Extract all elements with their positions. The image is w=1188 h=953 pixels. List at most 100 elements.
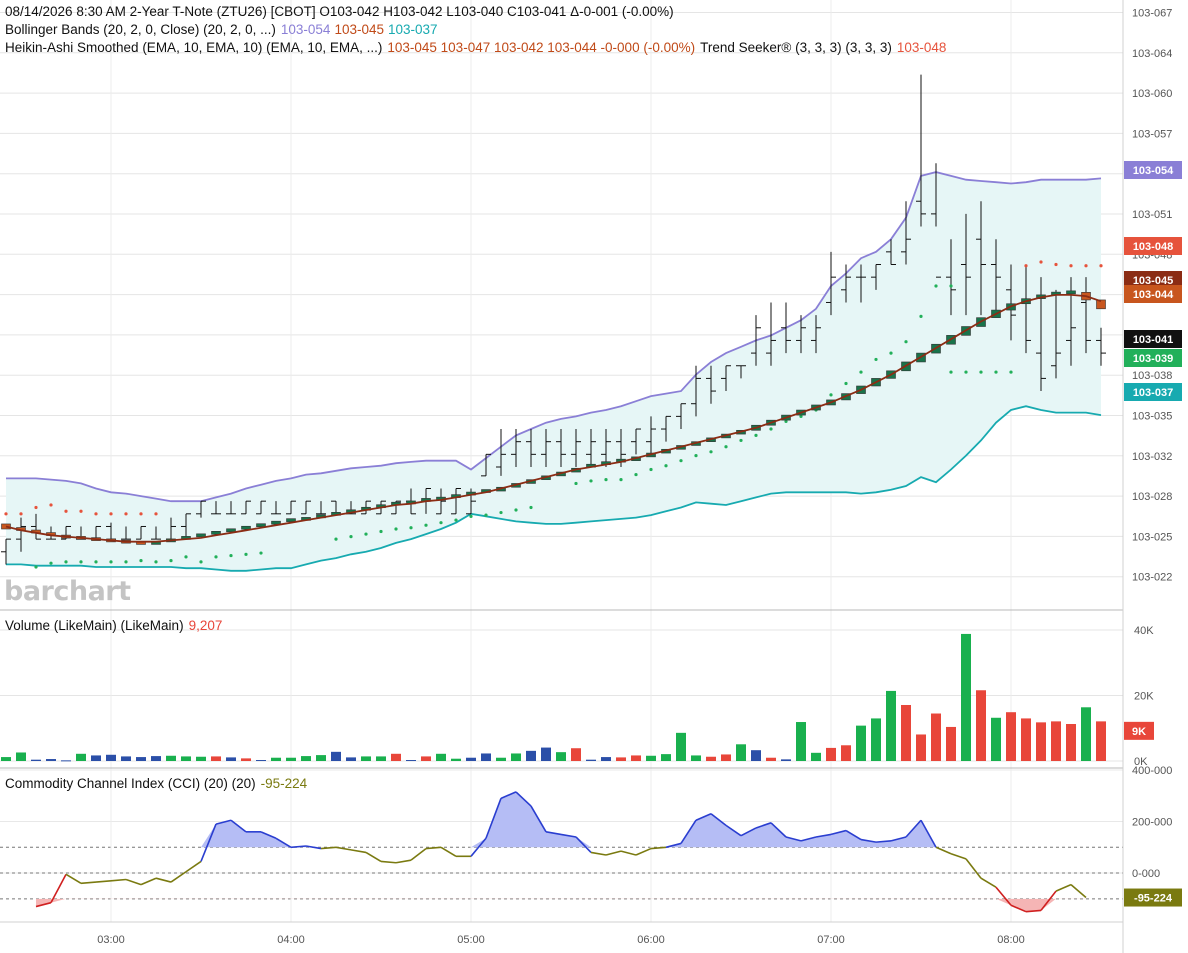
cci-line-segment (320, 846, 337, 850)
trend-seeker-dot (229, 553, 233, 558)
heikin-ashi-candle (211, 531, 221, 535)
cci-line-segment (425, 846, 442, 850)
cci-line-segment (215, 819, 232, 825)
price-tick-label: 103-032 (1132, 451, 1172, 463)
bollinger-legend[interactable]: Bollinger Bands (20, 2, 0, Close) (20, 2… (5, 22, 438, 37)
price-badge: 103-054 (1124, 161, 1182, 179)
trend-seeker-legend-label: Trend Seeker® (3, 3, 3) (3, 3, 3) (700, 40, 892, 55)
cci-line-segment (350, 849, 367, 854)
price-bar (451, 488, 461, 515)
cci-legend-label: Commodity Channel Index (CCI) (20) (20) (5, 776, 256, 791)
trend-seeker-dot (1039, 260, 1043, 264)
trend-seeker-dots (4, 260, 1103, 569)
trend-seeker-dot (799, 414, 803, 418)
volume-bar (346, 757, 356, 761)
trend-seeker-dot (334, 537, 338, 541)
heikin-ashi-legend[interactable]: Heikin-Ashi Smoothed (EMA, 10, EMA, 10) … (5, 40, 946, 55)
trend-seeker-dot (904, 340, 908, 344)
trend-seeker-dot (574, 481, 578, 486)
trend-seeker-dot (769, 427, 773, 431)
volume-bar (781, 759, 791, 761)
volume-bar (271, 757, 281, 761)
cci-line-segment (1010, 904, 1027, 913)
price-bar (676, 403, 686, 430)
trend-seeker-dot (514, 508, 518, 512)
volume-bar (1081, 707, 1091, 761)
volume-bar (931, 713, 941, 761)
trend-seeker-dot (124, 560, 128, 564)
volume-bar (916, 734, 926, 761)
cci-line-segment (950, 852, 967, 860)
price-bar (496, 429, 506, 476)
price-bar (271, 501, 281, 515)
trend-seeker-dot (79, 560, 83, 564)
cci-line-segment (305, 845, 322, 850)
price-badge-label: 103-048 (1133, 241, 1173, 253)
price-bar (211, 501, 221, 515)
price-badge: 103-045 (1124, 271, 1182, 289)
cci-line-segment (260, 831, 277, 840)
cci-area (36, 791, 1086, 912)
trend-seeker-dot (709, 450, 713, 454)
price-bar (436, 488, 446, 515)
cci-line[interactable] (35, 791, 1087, 913)
volume-bar (676, 732, 686, 761)
volume-bar (481, 753, 491, 761)
trend-seeker-dot (409, 526, 413, 530)
trend-seeker-dot (724, 445, 728, 449)
time-axis-ticks: 03:00 04:00 05:00 06:00 07:00 08:00 (97, 934, 1025, 946)
volume-bars[interactable] (1, 633, 1106, 762)
heikin-ashi-candle (1096, 299, 1106, 310)
price-bar (976, 201, 986, 316)
price-bar (226, 501, 236, 515)
cci-line-segment (665, 842, 682, 849)
trend-seeker-dot (469, 514, 473, 518)
price-badge-label: 103-045 (1133, 275, 1173, 287)
cci-last-value: -95-224 (261, 776, 308, 791)
volume-bar (91, 755, 101, 761)
price-bar (121, 526, 131, 540)
time-tick-label: 04:00 (277, 934, 305, 946)
cci-line-segment (635, 847, 652, 856)
volume-bar (706, 756, 716, 761)
volume-bar (376, 756, 386, 761)
bollinger-upper-line (6, 171, 1102, 503)
volume-bar (1066, 723, 1076, 761)
cci-oversold-fill (36, 898, 1086, 912)
volume-bar (871, 718, 881, 761)
volume-bar (331, 751, 341, 761)
volume-badge-label: 9K (1132, 726, 1146, 738)
cci-line-segment (560, 833, 577, 838)
bollinger-legend-label: Bollinger Bands (20, 2, 0, Close) (20, 2… (5, 22, 276, 37)
price-bar (646, 416, 656, 455)
price-tick-label: 103-064 (1132, 48, 1172, 60)
heikin-ashi-values: 103-045 103-047 103-042 103-044 -0-000 (… (387, 40, 695, 55)
trend-seeker-dot (874, 357, 878, 362)
cci-line-segment (35, 901, 52, 908)
cci-legend[interactable]: Commodity Channel Index (CCI) (20) (20) -… (5, 776, 308, 791)
heikin-ashi-candle (196, 533, 206, 538)
trend-seeker-dot (109, 560, 113, 564)
symbol-ohlc-text: 08/14/2026 8:30 AM 2-Year T-Note (ZTU26)… (5, 4, 674, 19)
trend-seeker-dot (19, 512, 23, 516)
price-bar (961, 213, 971, 316)
trend-seeker-dot (154, 512, 158, 516)
trend-seeker-dot (754, 433, 758, 437)
trend-seeker-dot (34, 505, 38, 510)
cci-line-segment (710, 813, 727, 827)
price-bar (556, 429, 566, 467)
price-bar (256, 500, 266, 515)
volume-bar (466, 757, 476, 761)
trend-seeker-dot (364, 532, 368, 536)
price-bar (511, 429, 521, 467)
cci-line-segment (95, 879, 112, 883)
price-bars[interactable] (1, 74, 1106, 565)
volume-legend[interactable]: Volume (LikeMain) (LikeMain) 9,207 (5, 618, 222, 633)
price-bar (871, 264, 881, 290)
time-tick-label: 08:00 (997, 934, 1025, 946)
volume-bar (661, 754, 671, 761)
time-tick-label: 05:00 (457, 934, 485, 946)
cci-line-segment (785, 836, 802, 842)
trend-seeker-dot (139, 512, 143, 516)
